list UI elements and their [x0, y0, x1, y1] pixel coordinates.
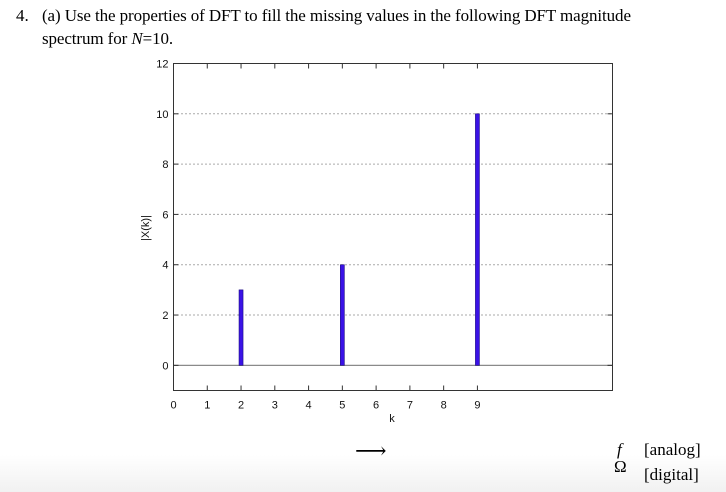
- y-tick-label: 10: [156, 109, 168, 121]
- y-tick-label: 6: [162, 209, 168, 221]
- y-tick-label: 0: [162, 360, 168, 372]
- right-arrow-icon: ⟶: [355, 438, 387, 463]
- x-ticks: 0 1 2 3 4 5 6 7 8 9: [170, 63, 480, 412]
- variable-n: N: [131, 29, 143, 48]
- stem-bar: [340, 264, 345, 366]
- question-text-prefix: spectrum for: [42, 29, 132, 48]
- x-tick-label: 5: [339, 400, 345, 412]
- y-tick-label: 12: [156, 59, 168, 71]
- stem-bar: [475, 113, 480, 366]
- analog-frequency-symbol: f: [617, 440, 622, 459]
- question-text-suffix: =10.: [142, 29, 174, 48]
- x-tick-label: 6: [373, 400, 379, 412]
- analog-label: [analog]: [644, 440, 701, 459]
- x-axis-label: k: [389, 413, 395, 425]
- x-tick-label: 4: [306, 400, 312, 412]
- x-tick-label: 3: [272, 400, 278, 412]
- digital-label: [digital]: [644, 465, 699, 484]
- x-tick-label: 2: [238, 400, 244, 412]
- question-number: 4.: [16, 6, 29, 25]
- axes-box: [173, 63, 613, 391]
- y-tick-label: 8: [162, 159, 168, 171]
- x-tick-label: 7: [407, 400, 413, 412]
- y-tick-label: 4: [162, 260, 168, 272]
- question-text-line1: (a) Use the properties of DFT to fill th…: [42, 6, 631, 25]
- digital-frequency-symbol: Ω: [614, 457, 627, 476]
- grid-lines: [173, 113, 613, 316]
- y-ticks: 0 2 4 6 8 10 12: [156, 59, 613, 372]
- question-text-line2: spectrum for N=10.: [42, 29, 173, 49]
- x-tick-label: 0: [170, 400, 176, 412]
- y-tick-label: 2: [162, 310, 168, 322]
- stem-bars: [238, 113, 480, 366]
- x-tick-label: 8: [441, 400, 447, 412]
- x-tick-label: 9: [474, 400, 480, 412]
- x-tick-label: 1: [204, 400, 210, 412]
- y-axis-label: |X(k)|: [140, 215, 152, 241]
- stem-bar: [238, 289, 244, 366]
